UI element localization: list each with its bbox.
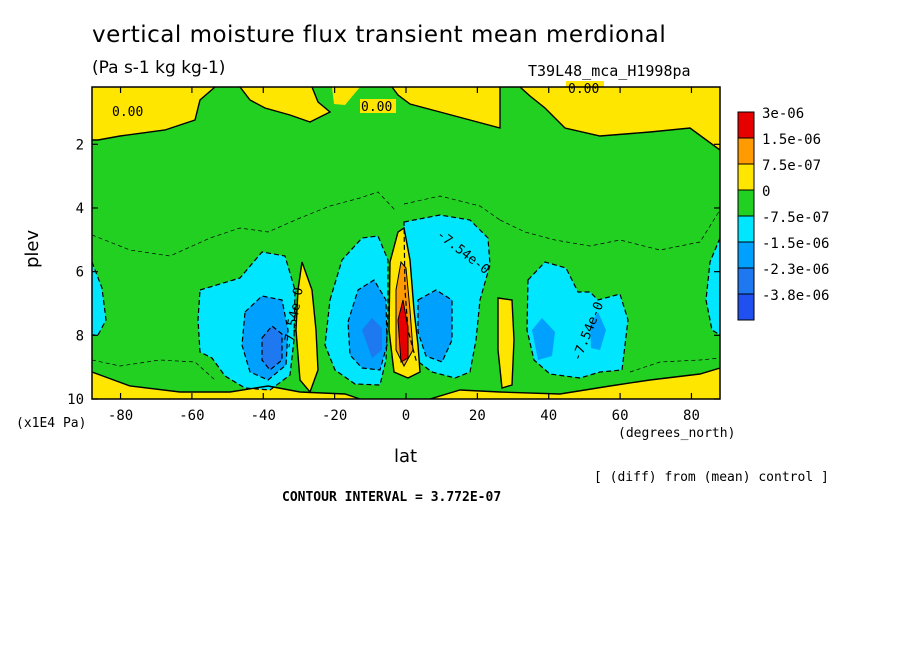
legend-label: 0 [762,184,770,200]
top-positive-region [332,87,360,105]
legend-swatch [737,267,755,295]
x-tick-label: -20 [322,408,347,424]
chart-title: vertical moisture flux transient mean me… [92,22,667,48]
plume-contour [397,299,409,363]
zero-contour [92,371,361,399]
negative-contour [347,279,388,371]
zero-contour [92,87,216,141]
positive-column [296,262,318,392]
zero-contour [519,87,720,151]
legend-label: -2.3e-06 [762,262,829,278]
y-tick-label: 10 [67,392,84,408]
strong-negative-north [532,318,555,360]
legend-swatch [737,163,755,191]
bottom-positive-region [92,372,360,399]
negative-contour [197,251,296,391]
negative-contour [417,289,453,363]
contour-field [92,87,720,399]
x-tick-label: 40 [540,408,557,424]
y-axis: 2 4 6 8 10 [67,137,720,408]
weak-negative-contour [92,359,216,381]
bottom-positive-region [430,368,720,399]
strongest-negative-center [362,318,382,358]
legend-label: -7.5e-07 [762,210,829,226]
x-tick-label: -80 [108,408,133,424]
x-axis-label: lat [394,446,418,467]
legend-label: 1.5e-06 [762,132,821,148]
negative-contour [261,325,283,371]
top-positive-region [392,87,500,128]
x-tick-label: -60 [179,408,204,424]
legend-label: 3e-06 [762,106,804,122]
y-tick-label: 6 [76,265,84,281]
color-legend: 3e-06 1.5e-06 7.5e-07 0 -7.5e-07 -1.5e-06 -2.3… [737,106,829,321]
chart-units: (Pa s-1 kg kg-1) [92,58,226,78]
negative-contour [241,295,289,381]
zero-contour [239,87,332,123]
dataset-label: T39L48_mca_H1998pa [528,62,691,80]
contour-lines [92,87,720,399]
contour-label: 0.00 [568,82,599,97]
x-tick-label: -40 [251,408,276,424]
contour-label: 0.00 [112,105,143,120]
x-axis: -80 -60 -40 -20 0 20 40 60 80 [108,87,700,424]
negative-edge-west [92,262,106,335]
legend-label: -1.5e-06 [762,236,829,252]
legend-swatch [737,111,755,139]
contour-label: 0.00 [361,100,392,115]
strong-negative-north [590,312,606,350]
legend-swatch [737,293,755,321]
strongest-negative-south [262,326,282,370]
legend-swatch [737,137,755,165]
negative-contour [92,261,107,336]
top-positive-region [520,87,720,150]
legend-swatch [737,189,755,217]
zero-contour [295,261,319,394]
negative-contour [705,237,720,336]
y-tick-label: 2 [76,137,84,153]
zero-contour [391,87,501,129]
y-axis-units: (x1E4 Pa) [16,416,87,431]
x-tick-label: 0 [402,408,410,424]
weak-negative-contour [92,191,396,257]
zero-contour [429,367,720,399]
y-tick-label: 4 [76,201,84,217]
top-positive-region [240,87,330,122]
legend-label: -3.8e-06 [762,288,829,304]
negative-contour [526,261,629,379]
legend-label: 7.5e-07 [762,158,821,174]
x-tick-label: 20 [469,408,486,424]
top-positive-region [92,87,215,140]
zero-contour [388,226,421,379]
diff-note: [ (diff) from (mean) control ] [594,470,829,485]
x-tick-label: 80 [683,408,700,424]
y-tick-label: 8 [76,328,84,344]
negative-edge-east [706,238,720,335]
negative-contour [324,235,389,386]
x-axis-units: (degrees_north) [618,426,736,441]
weak-negative-contour [629,357,720,373]
contour-interval: CONTOUR INTERVAL = 3.772E-07 [282,490,502,505]
plume-contour [395,260,414,368]
zero-contour [497,297,515,389]
weak-negative-contour [403,195,501,221]
positive-column [498,298,514,388]
legend-swatch [737,215,755,243]
negative-contour [403,214,491,379]
x-tick-label: 60 [612,408,629,424]
strong-negative-center-right [418,290,452,362]
legend-swatch [737,241,755,269]
